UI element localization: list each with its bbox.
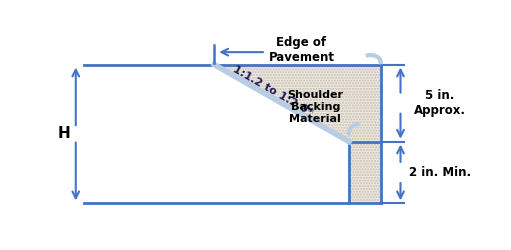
Text: H: H [58, 126, 70, 142]
Polygon shape [349, 142, 381, 203]
Polygon shape [215, 65, 381, 142]
Text: 2 in. Min.: 2 in. Min. [409, 166, 471, 179]
Text: 5 in.
Approx.: 5 in. Approx. [414, 89, 466, 117]
Text: 1:1.2 to 1:2.0*: 1:1.2 to 1:2.0* [230, 64, 314, 118]
Text: Shoulder
Backing
Material: Shoulder Backing Material [287, 90, 343, 124]
Text: Edge of
Pavement: Edge of Pavement [268, 36, 335, 64]
